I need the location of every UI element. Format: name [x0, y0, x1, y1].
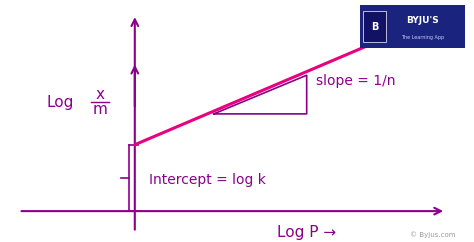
FancyBboxPatch shape [356, 3, 469, 50]
Text: © Byjus.com: © Byjus.com [410, 232, 456, 238]
Text: BYJU'S: BYJU'S [406, 15, 439, 25]
Text: x: x [95, 87, 104, 102]
Text: Log P →: Log P → [277, 225, 336, 240]
Text: Log: Log [47, 95, 74, 110]
Text: m: m [92, 102, 108, 117]
Bar [364, 11, 386, 42]
Text: slope = 1/n: slope = 1/n [316, 74, 395, 88]
Text: The Learning App: The Learning App [401, 35, 444, 40]
Text: Intercept = log k: Intercept = log k [149, 173, 265, 187]
Text: B: B [371, 22, 379, 32]
